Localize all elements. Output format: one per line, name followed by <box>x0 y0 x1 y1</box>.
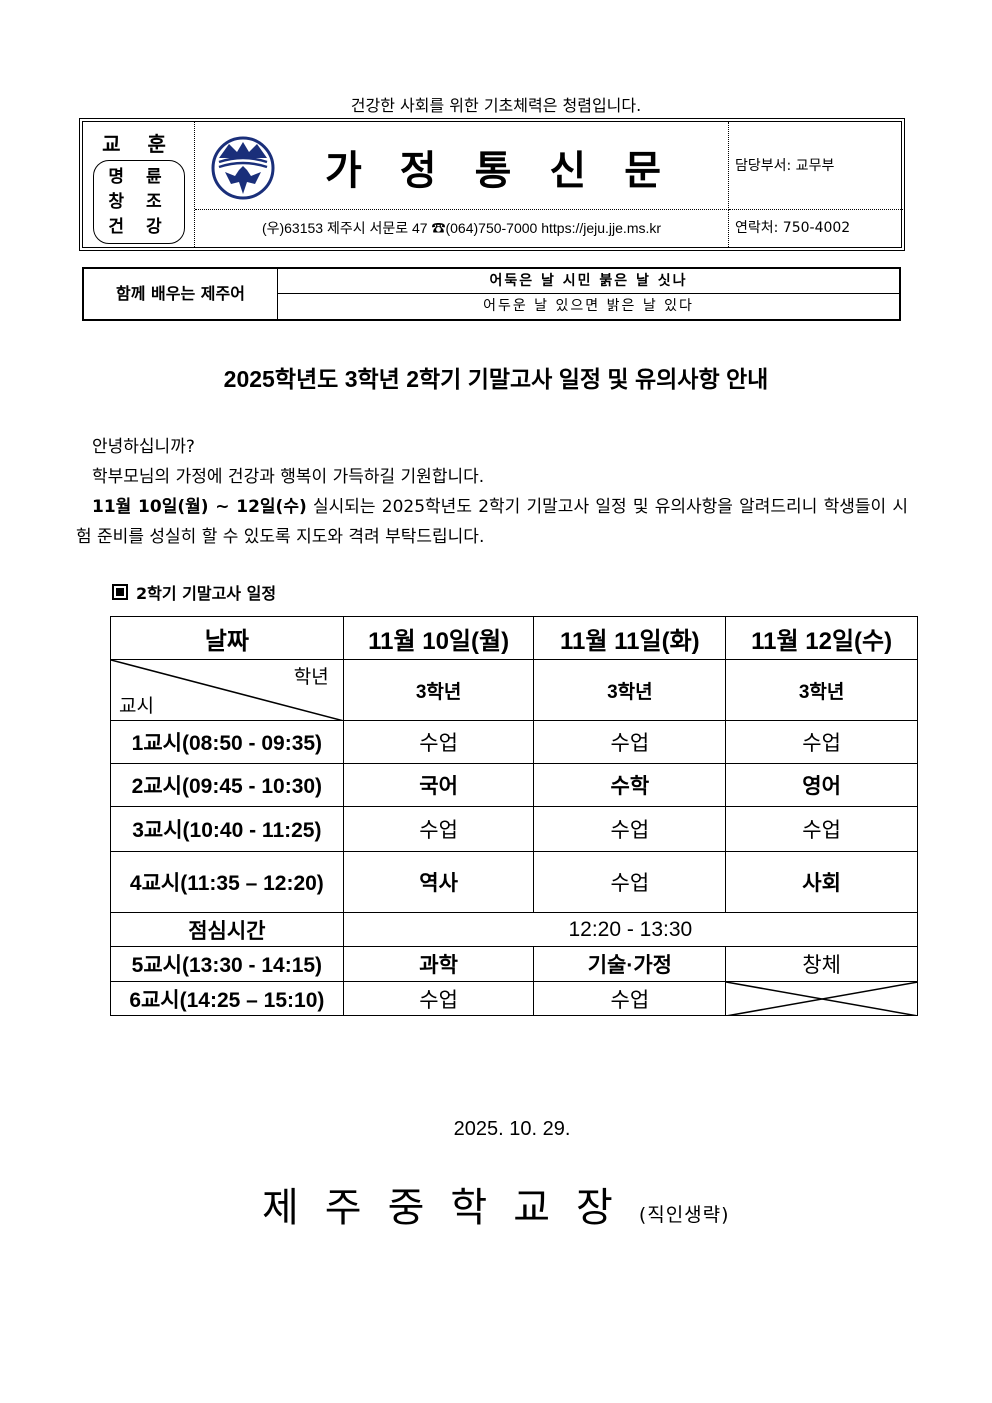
jeju-dialect-box: 함께 배우는 제주어 어둑은 날 시민 붉은 날 싯나 어두운 날 있으면 밝은… <box>82 267 901 321</box>
motto-values: 명 륜 창 조 건 강 <box>93 160 185 244</box>
subject-cell: 수업 <box>533 720 727 764</box>
table-row: 5교시(13:30 - 14:15) 과학 기술·가정 창체 <box>110 946 918 982</box>
period-cell: 1교시(08:50 - 09:35) <box>110 720 344 764</box>
table-row: 3교시(10:40 - 11:25) 수업 수업 수업 <box>110 806 918 852</box>
grade-cell: 3학년 <box>725 659 918 721</box>
exam-dates: 11월 10일(월) ~ 12일(수) <box>92 497 307 517</box>
section-title: 2학기 기말고사 일정 <box>136 584 277 603</box>
letterhead: 교 훈 명 륜 창 조 건 강 가정통신문 (우)63153 제주시 서문로 4… <box>79 118 905 251</box>
subject-cell: 수업 <box>533 851 727 913</box>
period-label: 교시 <box>119 696 154 717</box>
exam-cell: 과학 <box>342 946 535 982</box>
standard-sentence: 어두운 날 있으면 밝은 날 있다 <box>483 298 694 314</box>
wish: 학부모님의 가정에 건강과 행복이 가득하길 기원합니다. <box>92 467 485 487</box>
greeting: 안녕하십니까? <box>92 437 195 457</box>
subject-cell: 수업 <box>342 981 535 1016</box>
empty-crossed-cell <box>725 981 919 1016</box>
table-row: 1교시(08:50 - 09:35) 수업 수업 수업 <box>110 720 918 764</box>
announcement: 11월 10일(월) ~ 12일(수) 실시되는 2025학년도 2학기 기말고… <box>76 492 908 552</box>
exam-cell: 수학 <box>533 763 727 807</box>
diagonal-header: 학년 교시 <box>110 659 344 721</box>
subject-cell: 수업 <box>533 806 727 852</box>
table-row: 날짜 11월 10일(월) 11월 11일(화) 11월 12일(수) <box>110 616 918 660</box>
motto-value: 창 조 <box>108 192 170 212</box>
exam-cell: 기술·가정 <box>533 946 727 982</box>
page-title: 2025학년도 3학년 2학기 기말고사 일정 및 유의사항 안내 <box>223 366 769 392</box>
exam-cell: 국어 <box>342 763 535 807</box>
square-bullet-icon <box>112 584 128 600</box>
title-cell: 가정통신문 <box>195 122 729 210</box>
seal-note: (직인생략) <box>638 1204 730 1226</box>
subject-cell: 수업 <box>725 720 918 764</box>
date-cell: 11월 12일(수) <box>725 616 918 660</box>
subject-cell: 수업 <box>342 720 535 764</box>
table-row: 2교시(09:45 - 10:30) 국어 수학 영어 <box>110 763 918 807</box>
subject-cell: 창체 <box>725 946 918 982</box>
department: 담당부서: 교무부 <box>729 122 905 210</box>
exam-cell: 영어 <box>725 763 918 807</box>
exam-cell: 사회 <box>725 851 918 913</box>
exam-cell: 역사 <box>342 851 535 913</box>
motto-label: 교 훈 <box>102 132 176 156</box>
cross-lines <box>726 982 919 1016</box>
motto: 건강한 사회를 위한 기초체력은 청렴입니다. <box>350 96 642 115</box>
school-address: (우)63153 제주시 서문로 47 ☎(064)750-7000 https… <box>195 210 729 247</box>
period-cell: 6교시(14:25 – 15:10) <box>110 981 344 1016</box>
date-cell: 11월 11일(화) <box>533 616 727 660</box>
subject-cell: 수업 <box>533 981 727 1016</box>
subject-cell: 수업 <box>725 806 918 852</box>
grade-cell: 3학년 <box>533 659 727 721</box>
school-logo-icon <box>211 136 275 200</box>
grade-cell: 3학년 <box>342 659 535 721</box>
table-row: 학년 교시 3학년 3학년 3학년 <box>110 659 918 721</box>
school-motto-box: 교 훈 명 륜 창 조 건 강 <box>83 122 195 247</box>
period-cell: 점심시간 <box>110 912 344 947</box>
principal-name: 제주중학교장 <box>262 1185 639 1231</box>
principal-signature: 제주중학교장(직인생략) <box>262 1175 730 1233</box>
period-cell: 2교시(09:45 - 10:30) <box>110 763 344 807</box>
exam-schedule-table: 날짜 11월 10일(월) 11월 11일(화) 11월 12일(수) 학년 교… <box>110 616 919 1016</box>
diagonal-line <box>111 660 344 721</box>
lunch-time: 12:20 - 13:30 <box>342 912 919 947</box>
date-cell: 11월 10일(월) <box>342 616 535 660</box>
grade-label: 학년 <box>293 667 329 688</box>
period-cell: 4교시(11:35 – 12:20) <box>110 851 344 913</box>
issue-date: 2025. 10. 29. <box>453 1118 571 1140</box>
dialect-sentence: 어둑은 날 시민 붉은 날 싯나 <box>278 269 899 294</box>
contact: 연락처: 750-4002 <box>735 220 851 236</box>
motto-value: 건 강 <box>108 217 170 237</box>
letter-body: 안녕하십니까? 학부모님의 가정에 건강과 행복이 가득하길 기원합니다. 11… <box>76 432 908 552</box>
motto-value: 명 륜 <box>108 167 170 187</box>
section-heading: 2학기 기말고사 일정 <box>112 580 276 604</box>
announcement-text: 실시되는 2025학년도 2학기 기말고사 일정 및 유의사항을 알려드리니 학… <box>76 497 908 547</box>
date-header: 날짜 <box>110 616 344 660</box>
document-title: 가정통신문 <box>325 148 699 194</box>
table-row: 4교시(11:35 – 12:20) 역사 수업 사회 <box>110 851 918 913</box>
table-row: 6교시(14:25 – 15:10) 수업 수업 <box>110 981 919 1016</box>
period-cell: 3교시(10:40 - 11:25) <box>110 806 344 852</box>
dialect-label: 함께 배우는 제주어 <box>84 269 278 319</box>
table-row: 점심시간 12:20 - 13:30 <box>110 912 919 947</box>
period-cell: 5교시(13:30 - 14:15) <box>110 946 344 982</box>
subject-cell: 수업 <box>342 806 535 852</box>
